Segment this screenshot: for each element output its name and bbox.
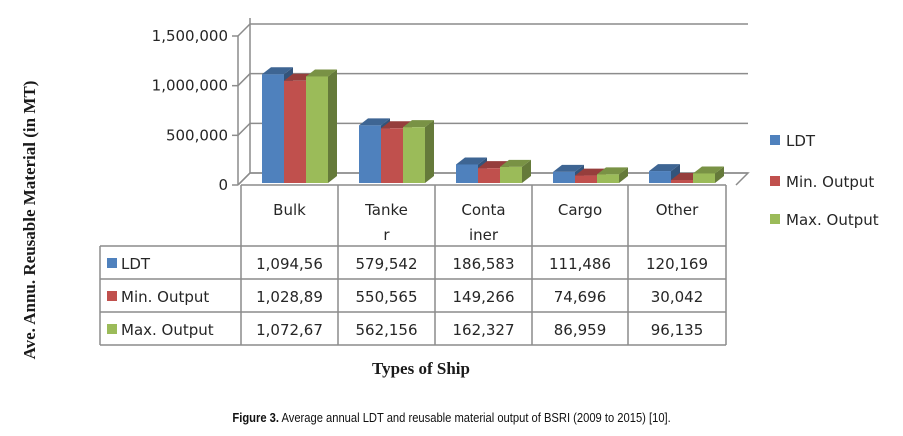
gridline: [237, 122, 748, 136]
category-label: Cargo: [558, 201, 602, 219]
bar-side: [425, 120, 434, 183]
bar-front: [478, 168, 500, 183]
gridline: [237, 23, 748, 37]
x-axis-title: Types of Ship: [372, 359, 470, 378]
legend-label: LDT: [786, 132, 816, 150]
table-cell: 1,072,67: [256, 321, 323, 339]
y-tick-label: 1,500,000: [152, 27, 228, 45]
data-table: Bulk Tanke r Conta iner Cargo Other LDT 1,094,56…: [99, 184, 727, 346]
y-tick-label: 500,000: [166, 126, 228, 144]
bar-front: [306, 76, 328, 183]
legend-item: LDT: [770, 132, 816, 150]
bar-front: [359, 125, 381, 183]
bar-front: [597, 174, 619, 183]
bar-max-output-bulk: [306, 69, 337, 183]
bar-front: [671, 180, 693, 183]
bar-side: [671, 164, 680, 183]
legend-item: Max. Output: [770, 211, 879, 229]
bar-side: [715, 166, 724, 183]
table-cell: 1,094,56: [256, 255, 323, 273]
bar-top: [597, 167, 628, 175]
bar-front: [262, 74, 284, 183]
y-axis-ticks: 0 500,000 1,000,000 1,500,000: [152, 27, 238, 194]
category-label: iner: [469, 226, 499, 244]
bar-max-output-container: [500, 159, 531, 183]
bar-front: [381, 128, 403, 183]
bar-top: [262, 67, 293, 75]
caption-text: Average annual LDT and reusable material…: [278, 410, 671, 425]
bar-ldt-other: [649, 164, 680, 183]
table-cell: 111,486: [549, 255, 611, 273]
table-series-label: Max. Output: [121, 321, 214, 339]
legend-swatch: [770, 214, 780, 224]
bar-max-output-cargo: [597, 167, 628, 183]
bar-top: [693, 166, 724, 174]
bar-top: [306, 69, 337, 77]
bars: [262, 67, 724, 183]
bar-front: [575, 175, 597, 183]
table-cell: 162,327: [452, 321, 514, 339]
bar-front: [693, 173, 715, 183]
bar-max-output-other: [693, 166, 724, 183]
table-cell: 74,696: [554, 288, 607, 306]
bar-front: [284, 80, 306, 183]
bar-top: [403, 120, 434, 128]
category-label: Conta: [461, 201, 505, 219]
legend: LDT Min. Output Max. Output: [770, 132, 879, 229]
bar-top: [500, 159, 531, 167]
y-tick-label: 1,000,000: [152, 77, 228, 95]
table-cell: 186,583: [452, 255, 514, 273]
table-cell: 96,135: [651, 321, 704, 339]
table-cell: 86,959: [554, 321, 607, 339]
bar-side: [328, 69, 337, 183]
legend-label: Min. Output: [786, 173, 874, 191]
legend-label: Max. Output: [786, 211, 879, 229]
table-cell: 1,028,89: [256, 288, 323, 306]
gridline: [237, 72, 748, 87]
category-label: Other: [656, 201, 699, 219]
bar-ldt-container: [456, 157, 487, 183]
caption-label: Figure 3.: [232, 410, 279, 425]
category-label: Tanke: [364, 201, 408, 219]
bar-side: [619, 167, 628, 183]
category-label: r: [383, 226, 390, 244]
bar-front: [553, 171, 575, 183]
table-cell: 120,169: [646, 255, 708, 273]
table-legend-key: [107, 258, 117, 268]
bar-top: [553, 164, 584, 172]
bar-front: [649, 171, 671, 183]
legend-item: Min. Output: [770, 173, 874, 191]
bar-top: [359, 118, 390, 126]
bar-top: [456, 157, 487, 165]
category-label: Bulk: [273, 201, 306, 219]
bar-front: [456, 164, 478, 183]
table-cell: 579,542: [355, 255, 417, 273]
table-series-label: LDT: [121, 255, 151, 273]
table-legend-key: [107, 291, 117, 301]
bar-side: [522, 159, 531, 183]
legend-swatch: [770, 176, 780, 186]
bar-front: [403, 127, 425, 183]
table-cell: 30,042: [651, 288, 704, 306]
legend-swatch: [770, 135, 780, 145]
table-legend-key: [107, 324, 117, 334]
table-cell: 562,156: [355, 321, 417, 339]
y-axis-title: Ave. Annu. Reusable Material (in MT): [20, 81, 39, 360]
bar-top: [649, 164, 680, 172]
table-series-label: Min. Output: [121, 288, 209, 306]
bar-front: [500, 166, 522, 183]
y-tick-label: 0: [218, 176, 228, 194]
table-cell: 149,266: [452, 288, 514, 306]
figure-caption: Figure 3. Average annual LDT and reusabl…: [63, 410, 840, 425]
table-cell: 550,565: [355, 288, 417, 306]
bar-max-output-tanker: [403, 120, 434, 183]
